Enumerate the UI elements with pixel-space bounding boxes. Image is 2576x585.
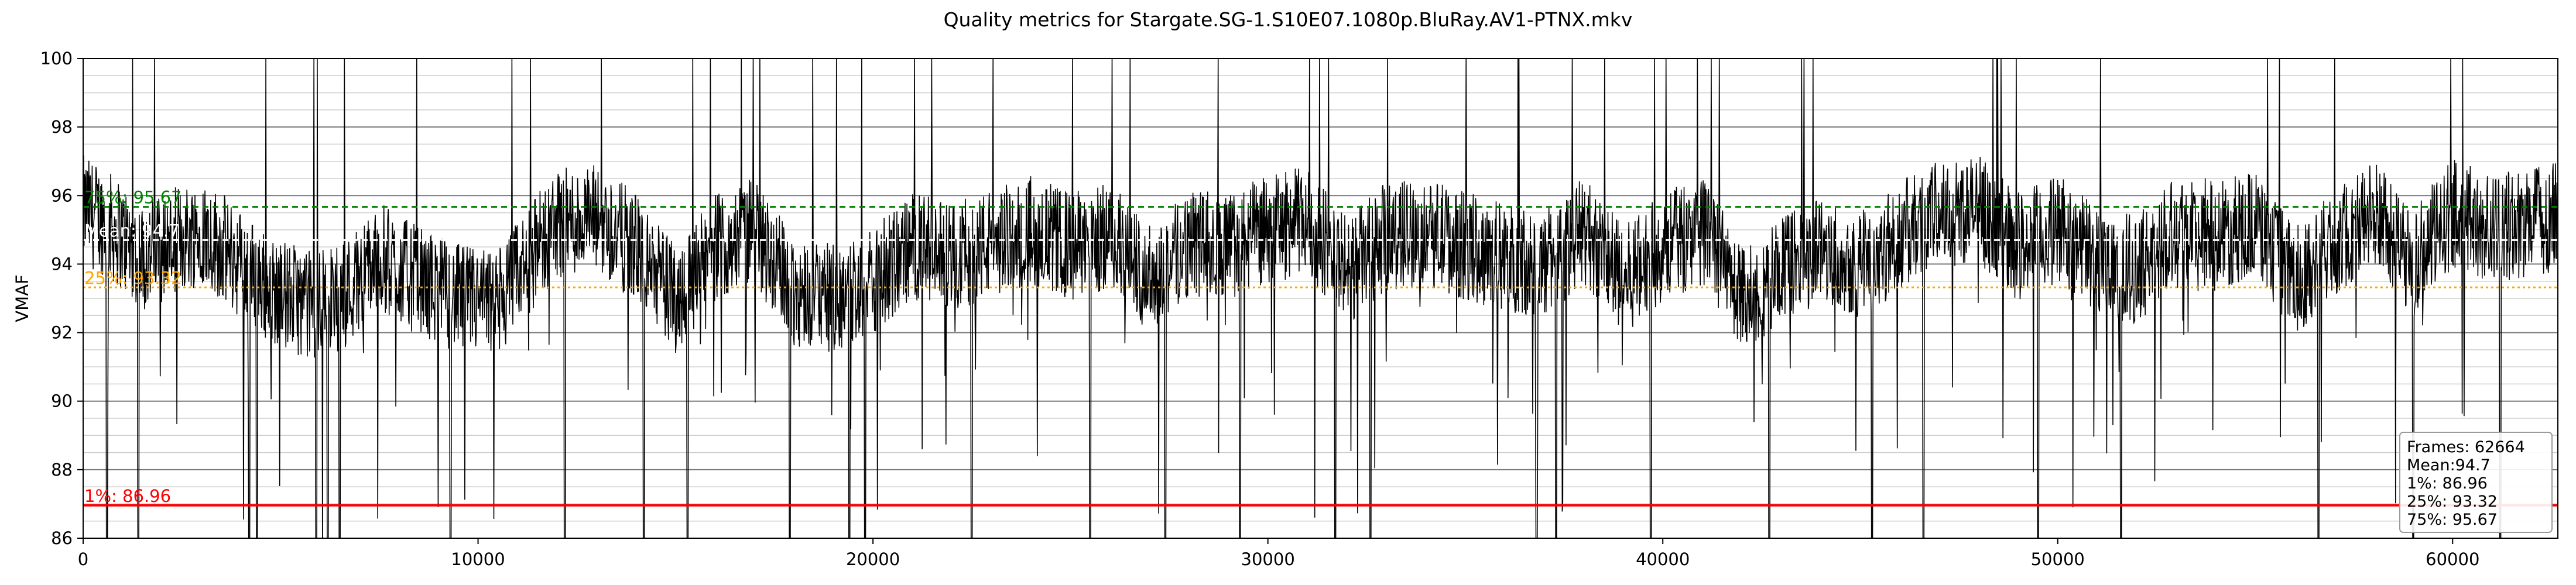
legend-box bbox=[2399, 432, 2553, 533]
y-tick-label: 98 bbox=[51, 117, 73, 137]
legend-line-4: 75%: 95.67 bbox=[2407, 511, 2498, 529]
series-layer bbox=[83, 58, 2558, 538]
y-tick-label: 86 bbox=[51, 528, 73, 548]
plot-frame bbox=[83, 58, 2558, 539]
reference-label-3: 1%: 86.96 bbox=[84, 486, 171, 506]
reference-lines: 75%: 95.67 Mean: 94.7 25%: 93.32 1%: 86.96 bbox=[83, 188, 2558, 507]
reference-label-2: 25%: 93.32 bbox=[84, 268, 181, 288]
x-tick-label: 60000 bbox=[2426, 549, 2479, 569]
x-tick-label: 10000 bbox=[451, 549, 505, 569]
x-tick-label: 30000 bbox=[1241, 549, 1295, 569]
reference-label-0: 75%: 95.67 bbox=[84, 188, 181, 208]
y-tick-label: 92 bbox=[51, 323, 73, 343]
reference-label-1: Mean: 94.7 bbox=[84, 221, 180, 240]
x-tick-label: 0 bbox=[78, 549, 88, 569]
x-tick-label: 50000 bbox=[2031, 549, 2085, 569]
y-tick-label: 94 bbox=[51, 254, 73, 274]
axes-layer: 86 88 90 92 94 96 98 100 0 10000 20000 30000 40000 50… bbox=[40, 49, 2558, 569]
x-tick-label: 20000 bbox=[846, 549, 900, 569]
y-tick-label: 96 bbox=[51, 185, 73, 205]
legend-line-1: Mean:94.7 bbox=[2407, 456, 2491, 474]
y-tick-label: 90 bbox=[51, 391, 73, 411]
y-tick-label: 88 bbox=[51, 460, 73, 480]
y-tick-label: 100 bbox=[40, 49, 73, 68]
legend-line-3: 25%: 93.32 bbox=[2407, 493, 2498, 511]
chart-title: Quality metrics for Stargate.SG-1.S10E07… bbox=[944, 8, 1633, 31]
x-tick-label: 40000 bbox=[1636, 549, 1690, 569]
vmaf-series-line bbox=[83, 58, 2558, 538]
legend-line-0: Frames: 62664 bbox=[2407, 438, 2525, 456]
legend-line-2: 1%: 86.96 bbox=[2407, 474, 2488, 493]
y-axis-label: VMAF bbox=[12, 274, 32, 322]
